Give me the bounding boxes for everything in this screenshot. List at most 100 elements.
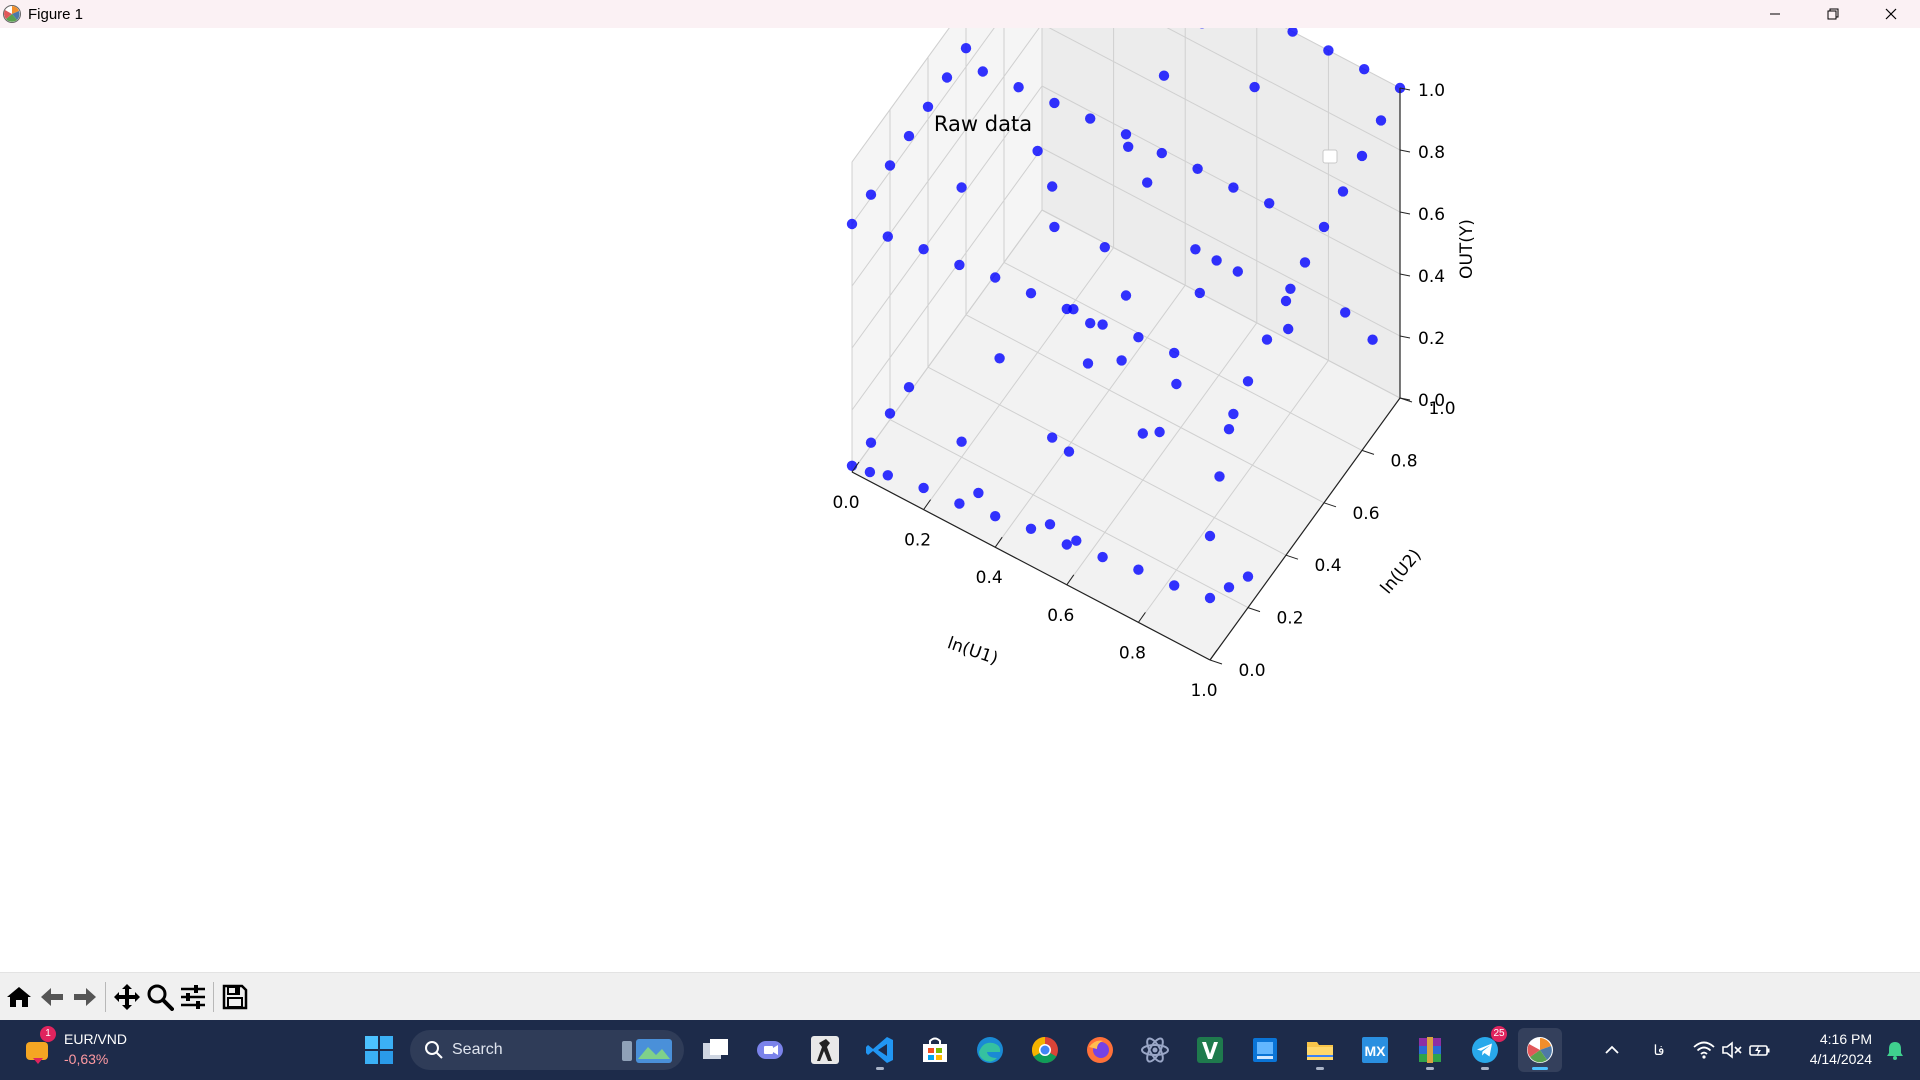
y-tick xyxy=(1247,607,1261,613)
pan-button[interactable] xyxy=(110,979,143,1015)
toolbar-separator xyxy=(213,982,214,1012)
data-point xyxy=(1340,307,1351,318)
z-tick xyxy=(1399,211,1411,215)
data-point xyxy=(1025,288,1037,299)
edge-icon xyxy=(977,1037,1003,1063)
scatter-3d-plot[interactable]: 0.00.20.40.60.81.00.00.20.40.60.81.00.00… xyxy=(0,0,1920,972)
tray-overflow-button[interactable] xyxy=(1596,1030,1628,1070)
running-indicator xyxy=(1532,1067,1548,1070)
data-point xyxy=(1249,81,1260,93)
data-point xyxy=(1337,186,1349,197)
network-volume-battery[interactable] xyxy=(1692,1030,1772,1070)
data-point xyxy=(1123,141,1134,152)
language-indicator[interactable]: فا xyxy=(1644,1030,1674,1070)
bell-icon xyxy=(1887,1042,1903,1060)
x-tick-label: 0.4 xyxy=(976,568,1003,588)
z-tick-label: 1.0 xyxy=(1418,81,1445,101)
y-axis-label: ln(U2) xyxy=(1377,545,1426,598)
data-point xyxy=(960,43,972,54)
grid-line xyxy=(1113,0,1401,151)
minimize-button[interactable] xyxy=(1746,0,1804,28)
winrar-button[interactable] xyxy=(1408,1028,1452,1072)
data-point xyxy=(1214,471,1225,482)
x-tick-label: 1.0 xyxy=(1190,681,1217,701)
app-blue-button[interactable] xyxy=(1243,1028,1287,1072)
data-point xyxy=(1154,426,1165,438)
x-tick xyxy=(1137,612,1146,623)
data-point xyxy=(1063,446,1075,457)
data-point xyxy=(1061,539,1073,550)
telegram-button[interactable]: 25 xyxy=(1463,1026,1507,1072)
y-tick-label: 0.2 xyxy=(1276,609,1303,629)
x-tick-label: 0.0 xyxy=(832,493,859,513)
toolbar-separator xyxy=(105,982,106,1012)
firefox-button[interactable] xyxy=(1078,1028,1122,1072)
z-tick xyxy=(1399,273,1411,277)
forward-button[interactable] xyxy=(68,979,101,1015)
chat-button[interactable] xyxy=(748,1028,792,1072)
zoom-button[interactable] xyxy=(143,979,176,1015)
forward-icon xyxy=(73,988,96,1006)
z-tick xyxy=(1399,149,1411,153)
firefox-icon xyxy=(1087,1037,1113,1063)
vscode-button[interactable] xyxy=(858,1028,902,1072)
close-button[interactable] xyxy=(1862,0,1920,28)
app-v-icon xyxy=(1197,1037,1223,1063)
edge-button[interactable] xyxy=(968,1028,1012,1072)
figure-canvas[interactable]: 0.0 0.2 0.4 0.6 0.8 1.0 0.0 0.2 0.4 0.6 0.8 1.0 0.0 0… xyxy=(0,0,1920,972)
mx-icon: MX xyxy=(1362,1037,1388,1063)
data-point xyxy=(1299,257,1311,268)
clock-time: 4:16 PM xyxy=(1819,1031,1872,1047)
matplotlib-button[interactable] xyxy=(1518,1028,1562,1072)
atom-button[interactable] xyxy=(1133,1028,1177,1072)
save-button[interactable] xyxy=(218,979,251,1015)
restore-button[interactable] xyxy=(1804,0,1862,28)
x-tick xyxy=(1066,574,1075,586)
search-field[interactable]: Search xyxy=(410,1030,684,1070)
app-v-button[interactable] xyxy=(1188,1028,1232,1072)
axis-panes xyxy=(851,0,1401,661)
grid-line xyxy=(851,209,1043,473)
data-point xyxy=(1228,182,1239,193)
configure-subplots-icon xyxy=(180,985,205,1009)
file-explorer-button[interactable] xyxy=(1298,1028,1342,1072)
zoom-icon xyxy=(147,984,174,1011)
task-view-button[interactable] xyxy=(694,1028,738,1072)
telegram-badge: 25 xyxy=(1491,1026,1507,1042)
back-button[interactable] xyxy=(35,979,68,1015)
data-points xyxy=(846,0,1406,604)
widget-change: -0,63% xyxy=(64,1051,109,1067)
data-point xyxy=(1194,287,1206,299)
x-tick-label: 0.6 xyxy=(1047,606,1074,626)
z-tick-label: 0.2 xyxy=(1418,329,1445,349)
mx-button[interactable]: MX xyxy=(1353,1028,1397,1072)
configure-subplots-button[interactable] xyxy=(176,979,209,1015)
data-point xyxy=(1285,283,1296,294)
x-axis-line xyxy=(851,471,1211,661)
y-tick-label: 0.0 xyxy=(1238,661,1265,681)
data-point xyxy=(1142,177,1153,188)
back-icon xyxy=(40,988,63,1006)
data-point xyxy=(1025,523,1037,534)
counter-strike-icon xyxy=(811,1036,839,1064)
data-point xyxy=(1280,295,1292,307)
data-point xyxy=(1323,45,1334,56)
window-controls xyxy=(1746,0,1920,28)
grid-line xyxy=(1231,0,1401,89)
data-point xyxy=(1204,592,1216,604)
data-point xyxy=(1375,115,1387,126)
chrome-button[interactable] xyxy=(1023,1028,1067,1072)
data-point xyxy=(922,101,934,113)
store-button[interactable] xyxy=(913,1028,957,1072)
stock-widget[interactable]: 1 EUR/VND -0,63% xyxy=(18,1026,148,1072)
home-button[interactable] xyxy=(2,979,35,1015)
counter-strike-button[interactable] xyxy=(803,1028,847,1072)
start-button[interactable] xyxy=(357,1028,401,1072)
grid-line xyxy=(927,366,1287,556)
atom-icon xyxy=(1141,1037,1169,1063)
data-point xyxy=(1211,255,1222,266)
axis-lines: 0.00.20.40.60.81.00.00.20.40.60.81.00.00… xyxy=(832,81,1477,701)
grid-line xyxy=(889,419,1249,609)
system-clock[interactable]: 4:16 PM 4/14/2024 xyxy=(1786,1029,1872,1069)
notifications-button[interactable] xyxy=(1882,1030,1908,1070)
